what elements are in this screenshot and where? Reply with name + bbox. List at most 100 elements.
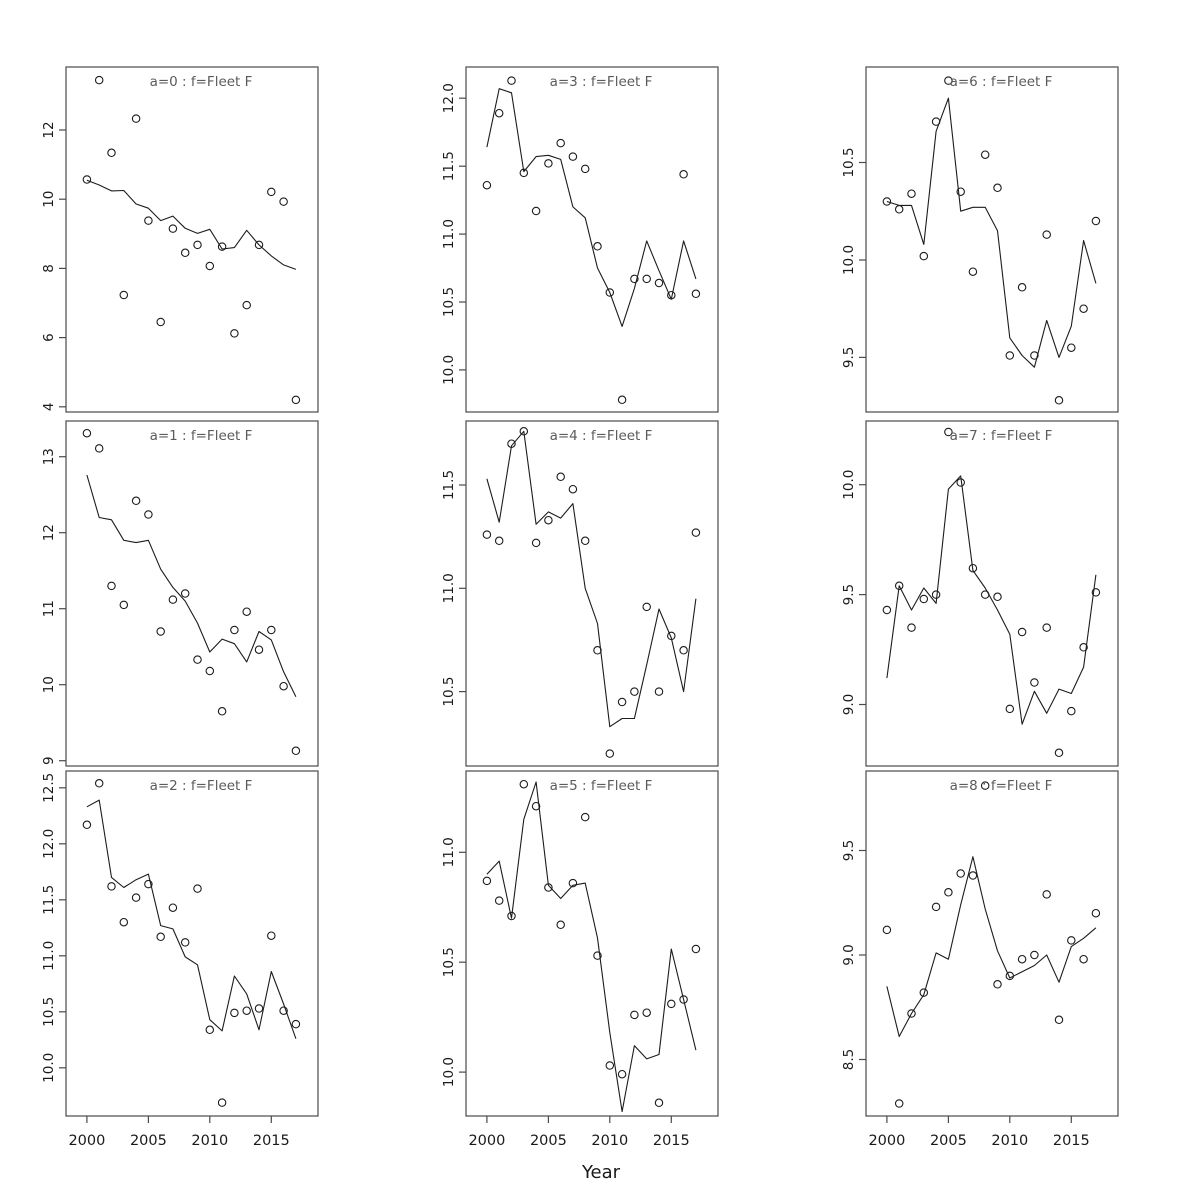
data-point: [107, 882, 116, 891]
panel-a8: 8.5 9.0 9.5 2000 2005 2010 2015 a=8 : f=Fleet F: [841, 770, 1119, 1149]
data-point: [82, 175, 92, 184]
x-tick-label: 2010: [191, 1133, 228, 1149]
data-point: [993, 980, 1002, 989]
panel-title: a=6 : f=Fleet F: [950, 74, 1053, 90]
data-point: [691, 289, 701, 299]
data-point: [968, 563, 978, 573]
data-point: [156, 317, 165, 327]
panel-title: a=3 : f=Fleet F: [550, 74, 653, 90]
data-point: [993, 592, 1002, 602]
data-point: [193, 655, 202, 664]
panel-title: a=4 : f=Fleet F: [550, 428, 653, 444]
y-tick-label: 10: [41, 191, 57, 208]
data-point: [580, 812, 590, 822]
y-tick-label: 12.0: [41, 829, 57, 859]
y-tick-label: 10.5: [441, 677, 457, 707]
data-point: [242, 1006, 251, 1015]
data-point: [156, 932, 165, 942]
data-point: [956, 869, 965, 878]
data-point: [1030, 950, 1039, 960]
data-point: [1042, 230, 1051, 239]
y-tick-label: 11.0: [441, 837, 457, 867]
panel-border: [865, 770, 1119, 1117]
data-point: [642, 602, 651, 612]
data-point: [556, 472, 565, 482]
data-point: [544, 883, 553, 892]
data-point: [131, 893, 141, 902]
y-tick-label: 10.0: [841, 470, 857, 500]
data-point: [1017, 954, 1027, 964]
y-tick-label: 12.0: [441, 83, 457, 113]
y-tick-label: 9.5: [841, 584, 857, 605]
y-tick-label: 11.5: [41, 885, 57, 915]
data-point: [667, 999, 676, 1009]
data-point: [168, 224, 178, 233]
data-point: [94, 779, 104, 788]
data-point: [119, 290, 129, 300]
y-tick-label: 10.5: [441, 947, 457, 977]
data-point: [568, 484, 578, 494]
data-point: [107, 148, 116, 158]
data-point: [1030, 351, 1039, 360]
data-point: [617, 395, 627, 405]
data-point: [544, 159, 553, 168]
data-point: [1091, 588, 1101, 597]
data-point: [519, 427, 529, 436]
panel-title: a=1 : f=Fleet F: [150, 428, 253, 444]
data-point: [882, 605, 892, 615]
data-point: [894, 581, 904, 591]
data-point: [519, 779, 529, 789]
data-point: [894, 1099, 904, 1108]
data-point: [531, 801, 541, 811]
data-point: [82, 820, 92, 830]
data-point: [944, 888, 953, 897]
x-tick-label: 2000: [468, 1133, 505, 1149]
x-tick-label: 2005: [530, 1133, 567, 1149]
data-point: [907, 1009, 916, 1018]
fitted-line: [886, 97, 1097, 368]
data-point: [642, 1008, 651, 1017]
data-point: [1079, 304, 1088, 313]
y-tick-label: 10: [41, 676, 57, 693]
data-point: [82, 428, 92, 438]
data-point: [230, 1008, 239, 1018]
panel-title: a=5 : f=Fleet F: [550, 778, 653, 794]
panel-border: [865, 66, 1119, 413]
data-point: [1005, 971, 1015, 981]
data-point: [1054, 1015, 1064, 1025]
data-point: [1067, 936, 1076, 945]
x-axis-title: Year: [581, 1162, 621, 1183]
data-point: [691, 528, 701, 537]
data-point: [544, 515, 553, 525]
data-point: [1091, 908, 1101, 918]
data-point: [605, 1061, 615, 1070]
data-point: [242, 300, 251, 310]
data-point: [556, 920, 565, 930]
fitted-line: [86, 179, 297, 270]
x-tick-label: 2015: [253, 1133, 290, 1149]
panel-a1: 9 10 11 12 13 a=1 : f=Fleet F: [41, 420, 319, 767]
panel-border: [65, 770, 319, 1117]
data-point: [144, 879, 153, 889]
data-point: [1054, 396, 1064, 405]
y-tick-label: 11: [41, 600, 57, 617]
data-point: [494, 896, 504, 905]
data-point: [1017, 627, 1027, 637]
data-point: [568, 878, 578, 888]
data-point: [691, 944, 701, 954]
data-point: [931, 117, 941, 126]
data-point: [205, 666, 215, 676]
data-point: [617, 697, 627, 707]
data-point: [667, 631, 676, 641]
data-point: [944, 76, 953, 85]
y-tick-label: 9.5: [841, 840, 857, 861]
data-point: [654, 278, 664, 288]
data-point: [919, 594, 929, 604]
y-tick-label: 8.5: [841, 1049, 857, 1070]
data-point: [593, 951, 602, 960]
data-point: [254, 1004, 264, 1013]
y-tick-label: 10.0: [41, 1053, 57, 1083]
data-point: [1079, 643, 1088, 652]
data-point: [593, 646, 602, 655]
